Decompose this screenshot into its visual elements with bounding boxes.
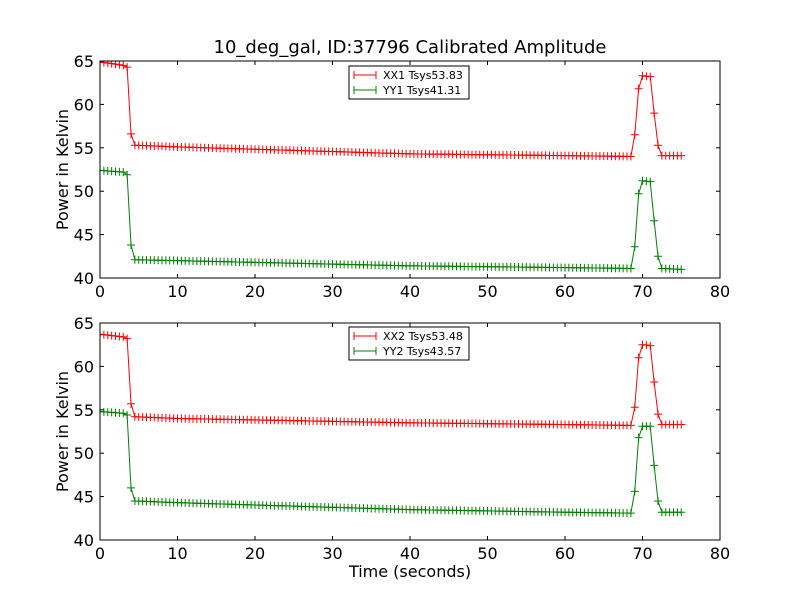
legend-label: XX1 Tsys53.83 (383, 69, 463, 82)
x-axis-label: Time (seconds) (348, 562, 471, 581)
data-point (630, 242, 639, 251)
x-tick-label: 30 (322, 282, 342, 301)
data-point (626, 152, 635, 161)
data-point (646, 422, 655, 431)
legend: XX2 Tsys53.48 YY2 Tsys43.57 (348, 326, 470, 361)
x-tick-label: 70 (632, 282, 652, 301)
data-point (630, 130, 639, 139)
x-tick-label: 20 (245, 282, 265, 301)
y-tick-label: 55 (74, 401, 94, 420)
legend-label: XX2 Tsys53.48 (383, 330, 463, 343)
data-point (123, 411, 132, 420)
data-point (630, 403, 639, 412)
y-tick-label: 55 (74, 139, 94, 158)
chart-title: 10_deg_gal, ID:37796 Calibrated Amplitud… (214, 37, 607, 58)
data-point (626, 264, 635, 273)
data-point (650, 109, 659, 118)
data-point (119, 332, 128, 341)
data-point (127, 241, 135, 250)
x-tick-label: 10 (167, 282, 187, 301)
y-tick-label: 50 (74, 444, 94, 463)
data-point (650, 216, 659, 225)
data-point (123, 63, 132, 72)
data-point (127, 399, 135, 408)
legend: XX1 Tsys53.83 YY1 Tsys41.31 (348, 65, 470, 100)
legend-label: YY1 Tsys41.31 (382, 84, 461, 97)
x-tick-label: 20 (245, 544, 265, 563)
series-xx2 (100, 330, 686, 430)
x-tick-label: 70 (632, 544, 652, 563)
series-xx1 (100, 61, 686, 161)
y-tick-label: 60 (74, 357, 94, 376)
x-tick-label: 40 (400, 282, 420, 301)
data-point (100, 61, 108, 67)
series-yy2 (100, 407, 686, 518)
data-point (626, 421, 635, 430)
data-point (115, 61, 124, 69)
data-point (634, 353, 643, 362)
y-tick-label: 45 (74, 488, 94, 507)
x-tick-label: 0 (95, 544, 105, 563)
data-point (127, 129, 135, 138)
data-point (634, 84, 643, 93)
data-point (654, 252, 662, 261)
x-tick-label: 80 (710, 282, 730, 301)
data-point (127, 483, 135, 492)
data-point (626, 509, 635, 518)
data-point (123, 334, 132, 343)
data-point (100, 61, 104, 66)
x-tick-label: 60 (555, 544, 575, 563)
x-tick-label: 80 (710, 544, 730, 563)
chart-2: 0 10 20 30 40 50 60 70 80 40 45 50 55 60 65 Power in Ke… (53, 314, 730, 581)
x-tick-label: 50 (477, 544, 497, 563)
series-yy1 (100, 166, 686, 274)
legend-label: YY2 Tsys43.57 (382, 345, 461, 358)
data-point (646, 72, 655, 81)
x-tick-label: 60 (555, 282, 575, 301)
data-point (646, 177, 655, 186)
y-tick-label: 50 (74, 182, 94, 201)
x-tick-label: 50 (477, 282, 497, 301)
data-point (646, 341, 655, 350)
data-point (650, 378, 659, 387)
legend-box (348, 65, 470, 100)
data-point (634, 189, 643, 198)
data-point (103, 61, 112, 68)
data-point (107, 61, 116, 68)
data-point (677, 265, 686, 274)
data-point (119, 61, 128, 70)
data-point (677, 151, 686, 160)
y-axis-label: Power in Kelvin (53, 109, 72, 230)
x-tick-label: 40 (400, 544, 420, 563)
legend-box (348, 326, 470, 361)
x-tick-label: 30 (322, 544, 342, 563)
data-point (677, 508, 686, 517)
y-tick-label: 45 (74, 226, 94, 245)
y-tick-label: 65 (74, 314, 94, 333)
data-point (650, 461, 659, 470)
chart-1: 0 10 20 30 40 50 60 70 80 40 45 50 55 60 65 10_deg_gal,… (53, 37, 730, 301)
data-point (634, 433, 643, 442)
data-point (654, 496, 662, 505)
y-axis-label: Power in Kelvin (53, 371, 72, 492)
y-tick-label: 40 (74, 269, 94, 288)
data-point (119, 409, 128, 418)
data-point (677, 420, 686, 429)
x-tick-label: 10 (167, 544, 187, 563)
data-point (654, 410, 662, 419)
data-point (654, 141, 662, 150)
x-tick-label: 0 (95, 282, 105, 301)
y-tick-label: 65 (74, 52, 94, 71)
y-tick-label: 40 (74, 531, 94, 550)
data-point (630, 487, 639, 496)
data-point (123, 170, 132, 179)
y-tick-label: 60 (74, 95, 94, 114)
data-point (111, 61, 120, 69)
